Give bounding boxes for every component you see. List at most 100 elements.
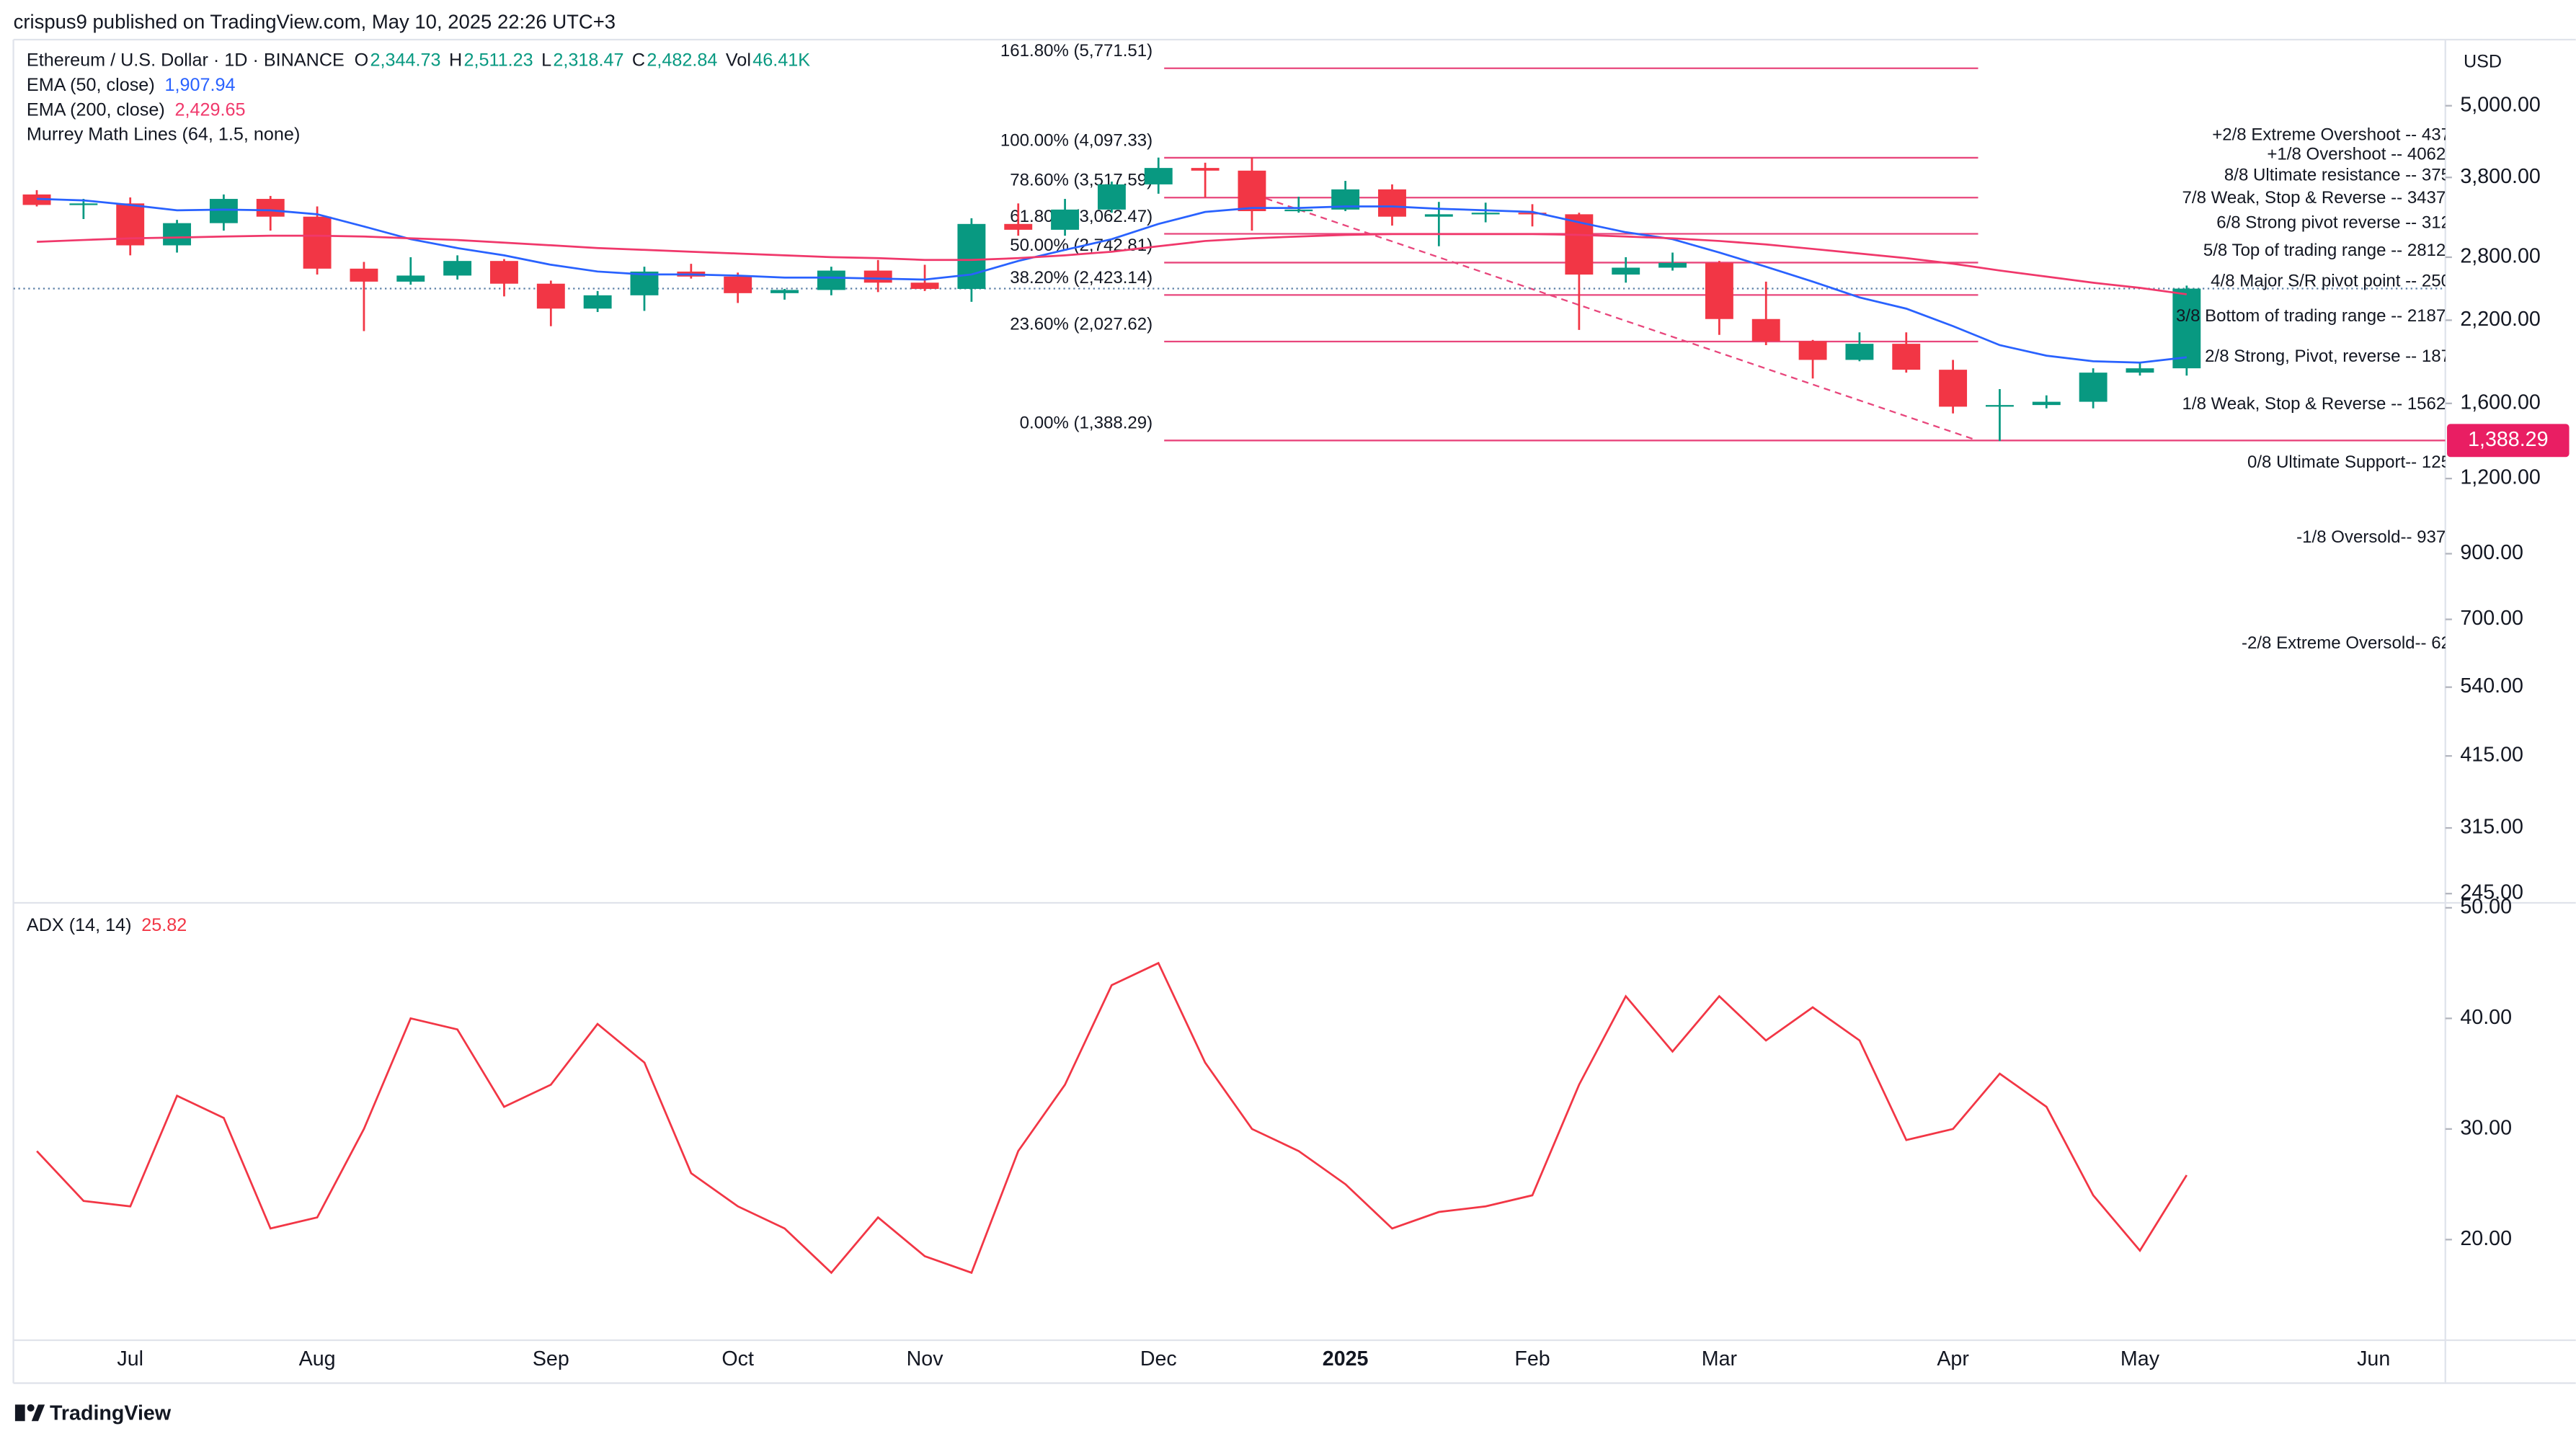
candle-body — [22, 194, 51, 205]
ohlc-value: 2,318.47 — [553, 50, 623, 70]
candle-body — [1751, 318, 1780, 342]
x-tick-label: Dec — [1140, 1347, 1177, 1370]
candle-body — [69, 203, 98, 205]
indicator-pane — [36, 961, 2188, 1275]
brand-logo: TradingView — [14, 1402, 172, 1425]
legend-name: EMA (50, close) — [27, 75, 155, 95]
candle-body — [443, 261, 472, 276]
murrey-label: 8/8 Ultimate resistance -- 3750 — [2224, 166, 2460, 185]
x-tick-label: Oct — [721, 1347, 754, 1370]
ohlc-value: 2,482.84 — [647, 50, 717, 70]
murrey-label: 3/8 Bottom of trading range -- 2187.5 — [2176, 306, 2460, 326]
candle-body — [1238, 170, 1266, 212]
y-tick-label: 2,200.00 — [2460, 308, 2540, 331]
candle-body — [863, 270, 892, 283]
fib-label: 78.60% (3,517.59) — [1010, 171, 1152, 190]
legend-name: EMA (200, close) — [27, 99, 165, 120]
candle-body — [1985, 405, 2014, 407]
candle-body — [1284, 209, 1313, 212]
brand-name: TradingView — [50, 1402, 172, 1425]
legend-value: 25.82 — [141, 915, 187, 935]
murrey-label: 5/8 Top of trading range -- 2812.5 — [2203, 241, 2461, 260]
candle-body — [1004, 223, 1033, 230]
price-marker — [2447, 424, 2570, 458]
x-tick-label: Mar — [1702, 1347, 1738, 1370]
price-pane: 161.80% (5,771.51) 100.00% (4,097.33) 78.6… — [13, 41, 2461, 653]
murrey-label: 7/8 Weak, Stop & Reverse -- 3437.5 — [2182, 188, 2461, 208]
overlay: Ethereum / U.S. Dollar · 1D · BINANCE O 2,… — [27, 50, 2570, 1370]
ohlc-key: O — [355, 50, 369, 70]
murrey-label: +2/8 Extreme Overshoot -- 4375 — [2212, 125, 2460, 145]
legend-row: EMA (200, close) 2,429.65 — [27, 99, 246, 120]
y-tick-label: 1,600.00 — [2460, 391, 2540, 414]
fib-label: 0.00% (1,388.29) — [1020, 414, 1152, 433]
price-marker-label: 1,388.29 — [2468, 428, 2548, 451]
candle-body — [256, 199, 285, 217]
candle-body — [1051, 209, 1080, 230]
murrey-label: +1/8 Overshoot -- 4062.5 — [2267, 145, 2460, 164]
candle-body — [536, 283, 565, 309]
fib-label: 23.60% (2,027.62) — [1010, 314, 1152, 334]
murrey-label: 0/8 Ultimate Support-- 1250 — [2247, 453, 2460, 472]
ohlc-key: H — [449, 50, 462, 70]
candle-body — [1892, 344, 1921, 370]
y-tick-label: 700.00 — [2460, 607, 2523, 630]
logo-shape — [27, 1404, 35, 1412]
legend-row: Ethereum / U.S. Dollar · 1D · BINANCE O 2,… — [27, 50, 810, 70]
candle-body — [1518, 213, 1547, 215]
y-tick-label: 40.00 — [2460, 1006, 2512, 1029]
y-tick-label: 30.00 — [2460, 1116, 2512, 1139]
candle-body — [396, 275, 425, 282]
x-tick-label: May — [2120, 1347, 2160, 1370]
y-tick-label: 415.00 — [2460, 744, 2523, 767]
publish-header: crispus9 published on TradingView.com, M… — [14, 10, 616, 32]
candle-body — [490, 261, 518, 284]
y-tick-label: 1,200.00 — [2460, 466, 2540, 489]
candle-body — [2032, 401, 2061, 406]
fib-label: 61.80% (3,062.47) — [1010, 207, 1152, 226]
x-tick-label: Apr — [1937, 1347, 1969, 1370]
x-tick-label: Aug — [299, 1347, 336, 1370]
ohlc-value: 46.41K — [752, 50, 810, 70]
candle-body — [1705, 262, 1733, 319]
fib-label: 100.00% (4,097.33) — [1000, 130, 1152, 150]
ohlc-key: L — [541, 50, 551, 70]
ema-line — [37, 233, 2187, 295]
candle-body — [724, 276, 752, 293]
candle-body — [1658, 262, 1687, 268]
candle-body — [1845, 344, 1874, 360]
y-tick-label: 50.00 — [2460, 895, 2512, 918]
murrey-label: 6/8 Strong pivot reverse -- 3125 — [2216, 213, 2460, 233]
murrey-label: -2/8 Extreme Oversold-- 625 — [2242, 633, 2460, 653]
fib-label: 161.80% (5,771.51) — [1000, 41, 1152, 61]
candle-body — [2126, 368, 2154, 373]
murrey-label: -1/8 Oversold-- 937.5 — [2296, 527, 2460, 547]
y-tick-label: 2,800.00 — [2460, 245, 2540, 268]
murrey-label: 1/8 Weak, Stop & Reverse -- 1562.5 — [2182, 394, 2461, 414]
candle-body — [583, 295, 612, 309]
logo-shape — [14, 1404, 25, 1422]
candle-body — [1939, 370, 1968, 407]
legend-name: ADX (14, 14) — [27, 915, 132, 935]
y-tick-label: 315.00 — [2460, 816, 2523, 839]
y-tick-label: 245.00 — [2460, 881, 2523, 904]
symbol-name: Ethereum / U.S. Dollar · 1D · BINANCE — [27, 50, 345, 70]
candle-body — [209, 199, 238, 223]
x-tick-label: Sep — [533, 1347, 569, 1370]
ohlc-key: C — [632, 50, 645, 70]
candle-body — [630, 271, 659, 295]
candle-body — [1471, 213, 1500, 215]
y-tick-label: 20.00 — [2460, 1227, 2512, 1250]
candle-body — [817, 270, 845, 290]
candle-body — [1378, 189, 1406, 217]
candle-body — [2079, 373, 2108, 402]
candle-body — [770, 290, 799, 293]
x-tick-label: Jun — [2357, 1347, 2390, 1370]
y-tick-label: 540.00 — [2460, 674, 2523, 697]
legend-row: ADX (14, 14) 25.82 — [27, 915, 187, 935]
unit-label: USD — [2464, 52, 2502, 72]
y-tick-label: 3,800.00 — [2460, 165, 2540, 188]
adx-line — [36, 961, 2188, 1275]
